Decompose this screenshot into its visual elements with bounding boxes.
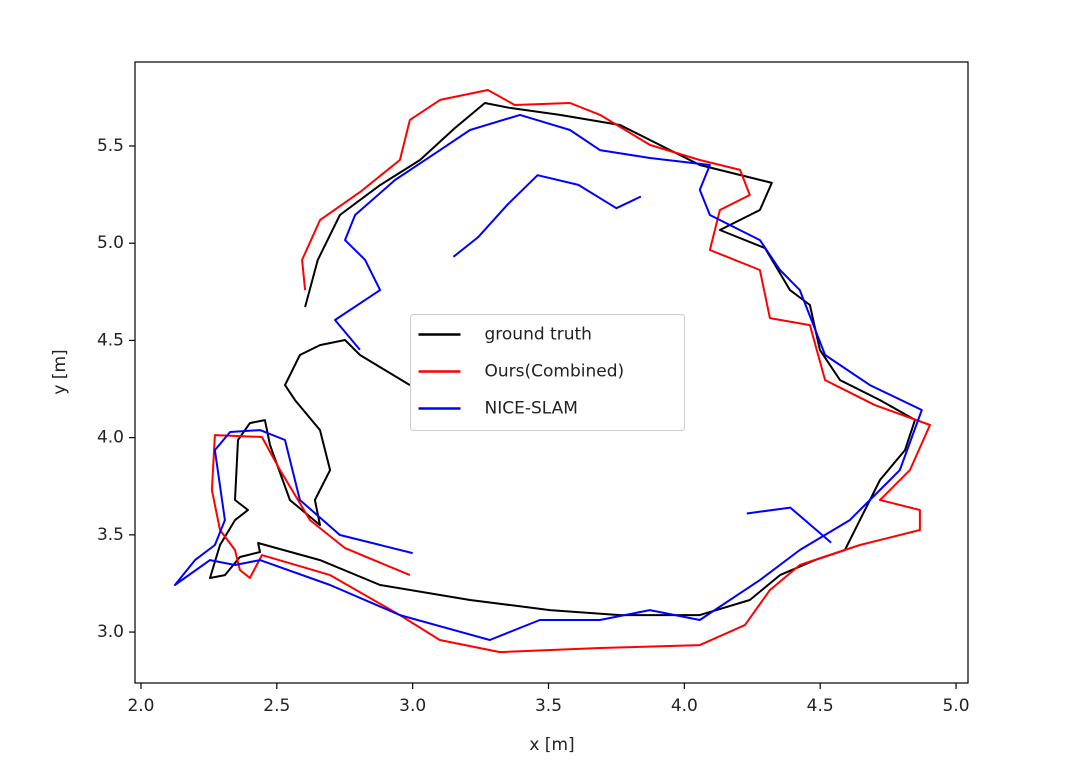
legend-label: Ours(Combined) <box>485 362 625 382</box>
x-tick-label: 2.5 <box>263 696 290 716</box>
legend-label: NICE-SLAM <box>485 399 578 419</box>
x-tick-label: 3.0 <box>399 696 426 716</box>
x-tick-label: 4.0 <box>671 696 698 716</box>
y-tick-label: 4.0 <box>97 428 124 448</box>
legend-label: ground truth <box>485 325 592 345</box>
legend-box <box>410 314 685 431</box>
trajectory-line <box>173 113 923 641</box>
y-tick-label: 3.5 <box>97 525 124 545</box>
x-tick-label: 5.0 <box>943 696 970 716</box>
trajectory-line <box>209 102 916 617</box>
x-tick-label: 4.5 <box>807 696 834 716</box>
x-tick-label: 3.5 <box>535 696 562 716</box>
y-tick-label: 5.0 <box>97 233 124 253</box>
trajectory-line <box>210 89 931 654</box>
y-tick-label: 3.0 <box>97 622 124 642</box>
x-axis-label: x [m] <box>529 735 574 755</box>
plot-frame <box>134 61 969 684</box>
y-axis-label: y [m] <box>50 349 70 394</box>
x-tick-label: 2.0 <box>127 696 154 716</box>
y-tick-label: 5.5 <box>97 136 124 156</box>
y-tick-label: 4.5 <box>97 330 124 350</box>
legend: ground truth Ours(Combined) NICE-SLAM <box>410 314 685 431</box>
